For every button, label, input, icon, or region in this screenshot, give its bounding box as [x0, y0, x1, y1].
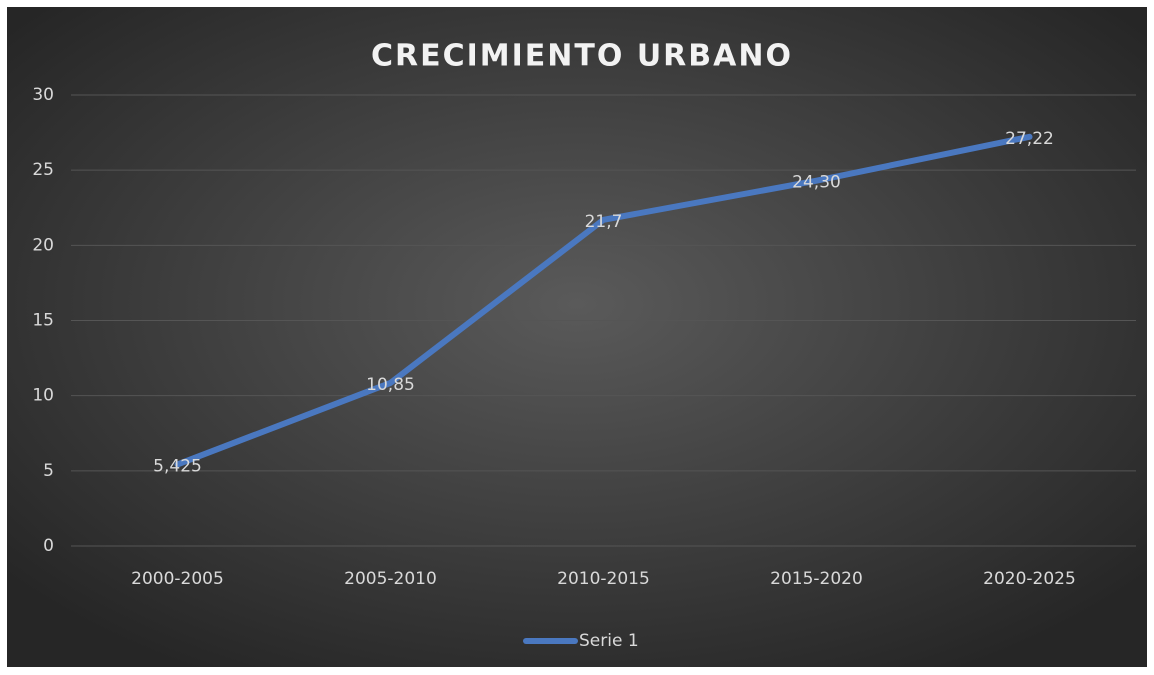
- data-label: 10,85: [366, 375, 415, 395]
- x-tick-label: 2000-2005: [131, 569, 224, 589]
- legend-label: Serie 1: [579, 631, 639, 651]
- x-tick-label: 2015-2020: [770, 569, 863, 589]
- data-label: 24,30: [792, 173, 841, 193]
- chart-title: CRECIMIENTO URBANO: [371, 39, 793, 74]
- y-tick-label: 20: [32, 235, 54, 255]
- chart-background: [7, 7, 1147, 667]
- y-tick-label: 25: [32, 160, 54, 180]
- y-tick-label: 30: [32, 85, 54, 105]
- x-tick-label: 2005-2010: [344, 569, 437, 589]
- y-tick-label: 10: [32, 386, 54, 406]
- data-label: 27,22: [1005, 129, 1054, 149]
- y-tick-label: 0: [43, 536, 54, 556]
- y-tick-label: 5: [43, 461, 54, 481]
- series-line: [174, 133, 1033, 468]
- x-tick-label: 2010-2015: [557, 569, 650, 589]
- data-label: 21,7: [585, 212, 623, 232]
- y-tick-label: 15: [32, 311, 54, 331]
- x-tick-label: 2020-2025: [983, 569, 1076, 589]
- data-label: 5,425: [153, 456, 202, 476]
